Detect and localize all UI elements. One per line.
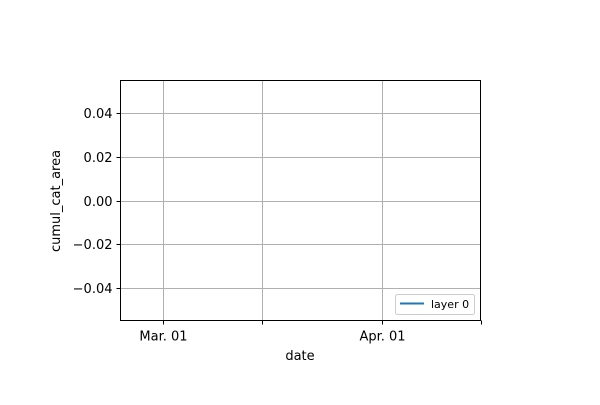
legend-box [395, 294, 475, 315]
x-axis: Mar. 01 Apr. 01 [139, 320, 482, 345]
y-tick-label: 0.04 [84, 107, 113, 122]
plot-frame [120, 80, 481, 321]
y-tick-label: −0.04 [73, 282, 113, 297]
x-tick-label: Apr. 01 [359, 330, 405, 345]
y-tick-label: 0.02 [84, 151, 113, 166]
y-axis: 0.04 0.02 0.00 −0.02 −0.04 [73, 107, 121, 297]
y-tick-label: −0.02 [73, 238, 113, 253]
x-axis-label: date [285, 349, 314, 364]
y-tick-label: 0.00 [84, 195, 113, 210]
y-axis-label: cumul_cat_area [49, 150, 64, 252]
grid [120, 80, 481, 321]
legend: layer 0 [395, 294, 475, 315]
legend-entry-label: layer 0 [431, 298, 469, 311]
x-tick-label: Mar. 01 [139, 330, 187, 345]
